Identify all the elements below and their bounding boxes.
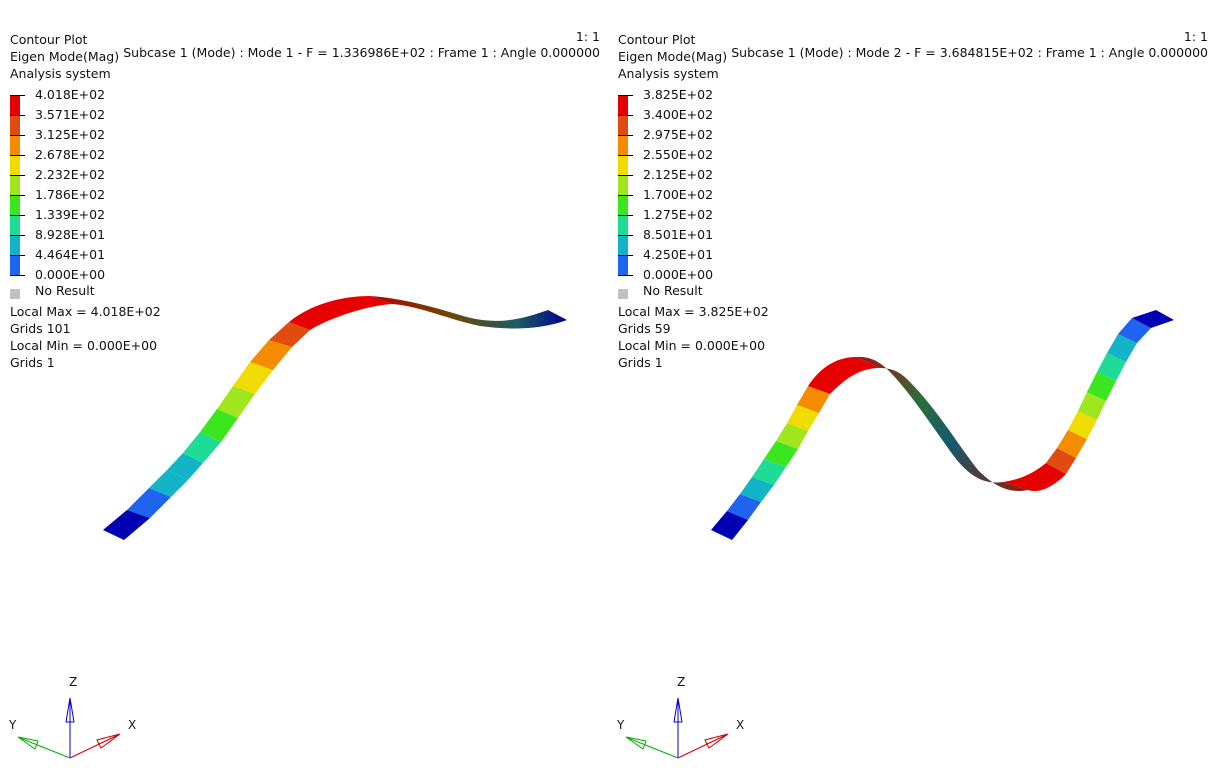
deformed-beam-mode-2[interactable] (608, 0, 1216, 660)
contour-legend-bar[interactable] (10, 95, 20, 275)
legend-value: 3.825E+02 (643, 87, 714, 102)
min-max-stats: Local Max = 3.825E+02 Grids 59 Local Min… (618, 303, 769, 371)
local-max-grids: Grids 59 (618, 321, 671, 336)
legend-header: Contour Plot Eigen Mode(Mag) Analysis sy… (10, 31, 119, 82)
subcase-title: Subcase 1 (Mode) : Mode 1 - F = 1.336986… (123, 45, 600, 60)
local-max: Local Max = 3.825E+02 (618, 304, 769, 319)
legend-value: 0.000E+00 (35, 267, 106, 282)
legend-value: 8.928E+01 (35, 227, 106, 242)
legend-value: 4.250E+01 (643, 247, 714, 262)
legend-value: 1.700E+02 (643, 187, 714, 202)
min-max-stats: Local Max = 4.018E+02 Grids 101 Local Mi… (10, 303, 161, 371)
no-result-swatch (618, 289, 628, 299)
axis-x-label: X (736, 718, 744, 732)
legend-value: 3.571E+02 (35, 107, 106, 122)
legend-value: 2.550E+02 (643, 147, 714, 162)
legend-value: 2.125E+02 (643, 167, 714, 182)
legend-value: 2.232E+02 (35, 167, 106, 182)
axis-x-label: X (128, 718, 136, 732)
legend-value: 3.400E+02 (643, 107, 714, 122)
legend-value: 2.678E+02 (35, 147, 106, 162)
axis-y-label: Y (8, 718, 17, 732)
viewport-mode-1[interactable]: 1: 1 Subcase 1 (Mode) : Mode 1 - F = 1.3… (0, 0, 608, 784)
legend-value: 2.975E+02 (643, 127, 714, 142)
legend-value: 8.501E+01 (643, 227, 714, 242)
axis-y-label: Y (616, 718, 625, 732)
plot-title: Contour Plot (618, 32, 696, 47)
local-max-grids: Grids 101 (10, 321, 71, 336)
axis-triad: Z X Y (616, 675, 744, 759)
local-min-grids: Grids 1 (618, 355, 663, 370)
viewport-mode-2[interactable]: 1: 1 Subcase 1 (Mode) : Mode 2 - F = 3.6… (608, 0, 1216, 784)
legend-value: 1.275E+02 (643, 207, 714, 222)
deformed-beam-mode-1[interactable] (0, 0, 608, 660)
axis-triad: Z X Y (8, 675, 136, 759)
contour-legend-bar[interactable] (618, 95, 628, 275)
coordinate-system: Analysis system (618, 66, 719, 81)
legend-header: Contour Plot Eigen Mode(Mag) Analysis sy… (618, 31, 727, 82)
local-min-grids: Grids 1 (10, 355, 55, 370)
axis-z-label: Z (69, 675, 77, 689)
legend-value: 4.018E+02 (35, 87, 106, 102)
view-scale: 1: 1 (1183, 29, 1208, 44)
legend-value: 1.786E+02 (35, 187, 106, 202)
axis-z-label: Z (677, 675, 685, 689)
no-result-swatch (10, 289, 20, 299)
local-max: Local Max = 4.018E+02 (10, 304, 161, 319)
result-type: Eigen Mode(Mag) (618, 49, 728, 64)
no-result-label: No Result (643, 283, 703, 298)
view-scale: 1: 1 (575, 29, 600, 44)
subcase-title: Subcase 1 (Mode) : Mode 2 - F = 3.684815… (731, 45, 1208, 60)
coordinate-system: Analysis system (10, 66, 111, 81)
legend-value: 3.125E+02 (35, 127, 106, 142)
legend-value: 1.339E+02 (35, 207, 106, 222)
local-min: Local Min = 0.000E+00 (618, 338, 766, 353)
legend-value: 4.464E+01 (35, 247, 106, 262)
plot-title: Contour Plot (10, 32, 88, 47)
local-min: Local Min = 0.000E+00 (10, 338, 158, 353)
legend-value: 0.000E+00 (643, 267, 714, 282)
result-type: Eigen Mode(Mag) (10, 49, 120, 64)
no-result-label: No Result (35, 283, 95, 298)
